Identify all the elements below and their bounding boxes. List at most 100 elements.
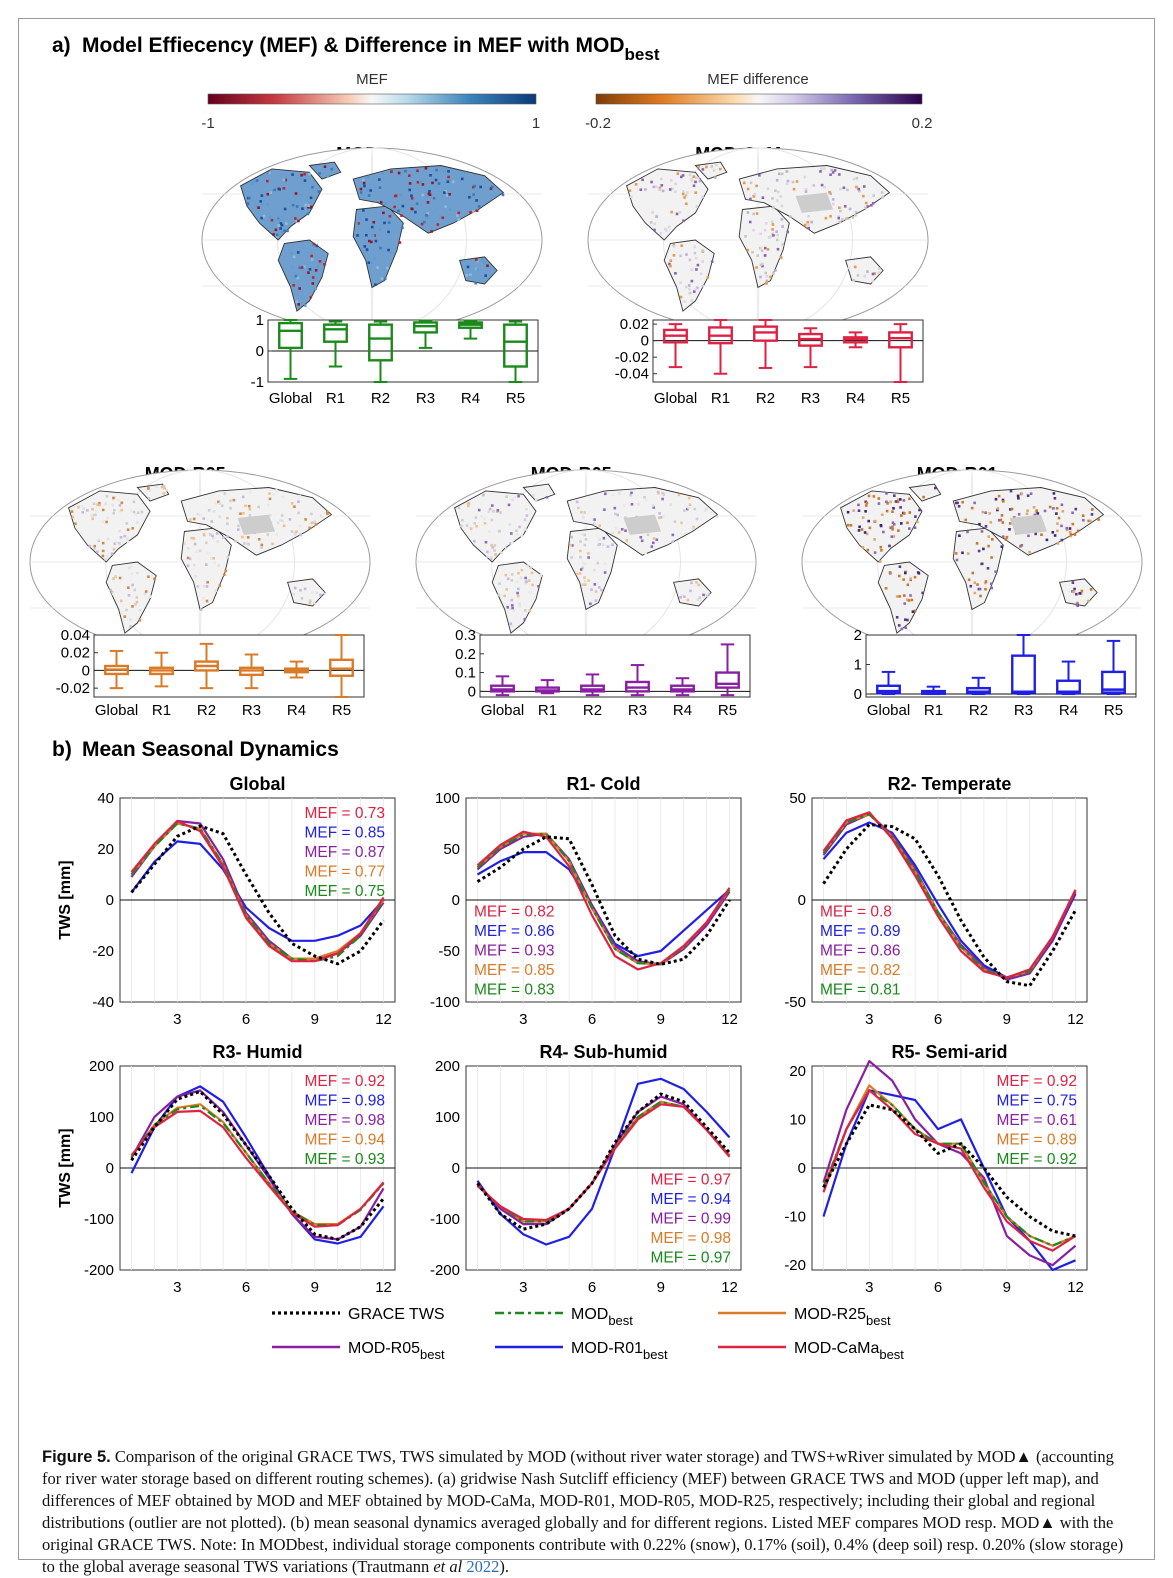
map-pixel [491,546,494,549]
map-pixel [613,506,617,510]
map-pixel [260,216,263,220]
chart-ytick-label: -10 [784,1209,806,1226]
map-pixel [589,602,592,606]
map-pixel [1087,599,1090,603]
series-line-r05 [130,1089,385,1241]
map-pixel [679,596,682,599]
map-pixel [685,202,688,206]
map-pixel [401,204,405,208]
map-pixel [380,277,384,280]
map-pixel [307,204,310,207]
map-pixel [624,516,627,519]
map-pixel [665,229,668,232]
map-pixel [696,263,700,267]
map-panel-r25: MOD-R25best0.040.020-0.02GlobalR1R2R3R4R… [29,464,371,719]
map-pixel [126,540,130,544]
map-pixel [693,507,696,511]
map-pixel [304,304,307,307]
map-pixel [1053,497,1057,500]
map-pixel [123,615,127,618]
map-pixel [955,558,959,562]
map-pixel [247,504,251,508]
map-pixel [903,602,906,605]
map-pixel [91,517,94,521]
map-pixel [1087,519,1090,523]
map-pixel [517,587,520,591]
map-pixel [688,173,692,177]
chart-xtick-label: 3 [173,1011,181,1028]
map-pixel [660,177,663,181]
series-line-r01 [130,840,385,942]
map-pixel [898,574,901,578]
map-pixel [379,246,382,250]
boxplot-ytick-label: 0 [82,662,90,679]
map-pixel [624,529,627,532]
map-pixel [973,591,977,595]
map-pixel [856,274,860,277]
map-pixel [866,548,870,552]
caption-year-link[interactable]: 2022 [466,1557,500,1576]
map-pixel [214,502,217,505]
map-pixel [579,540,582,543]
map-pixel [399,193,402,197]
map-pixel [895,595,899,598]
map-pixel [317,190,321,193]
map-pixel [670,210,673,214]
chart-xtick-label: 6 [934,1279,942,1296]
map-pixel [652,541,655,545]
boxplot-xtick-label: R5 [718,702,737,719]
boxplot-ytick-label: -0.04 [615,366,649,383]
map-pixel [703,509,707,512]
map-pixel [106,516,109,520]
map-pixel [891,528,894,531]
map-pixel [140,510,144,514]
map-pixel [115,540,118,544]
map-pixel [425,213,428,217]
map-pixel [393,205,396,209]
map-pixel [226,522,229,526]
map-pixel [74,522,77,525]
map-pixel [518,602,521,606]
map-pixel [873,538,876,541]
colorbar-diff: MEF difference -0.2 0.2 [585,71,932,132]
chart-title: R1- Cold [567,774,641,794]
map-pixel [365,233,368,237]
map-pixel [583,511,586,514]
map-pixel [689,589,692,593]
map-pixel [135,600,139,604]
map-pixel [298,287,301,290]
chart-xtick-label: 6 [588,1011,596,1028]
map-pixel [517,494,520,498]
map-pixel [504,573,508,577]
map-pixel [298,494,301,498]
map-pixel [511,541,514,545]
chart-ylabel: TWS [mm] [57,1128,74,1207]
map-pixel [597,586,601,589]
series-line-r01 [822,1089,1076,1272]
map-pixel [129,625,132,628]
map-pixel [309,196,313,200]
map-pixel [130,572,134,575]
series-line-mod_best [130,822,385,963]
caption-text: Comparison of the original GRACE TWS, TW… [42,1447,1124,1576]
map-pixel [250,182,254,185]
map-pixel [378,228,382,231]
map-pixel [468,195,471,199]
map-pixel [1071,522,1075,526]
chart-xtick-label: 9 [311,1279,319,1296]
map-pixel [617,531,621,534]
figure-caption: Figure 5. Comparison of the original GRA… [42,1446,1132,1578]
map-pixel [318,172,321,175]
map-pixel [661,497,664,501]
map-pixel [310,258,314,261]
map-pixel [688,258,692,262]
map-pixel [877,271,881,274]
boxplot-box [876,684,901,695]
map-pixel [125,608,128,612]
map-pixel [601,543,605,546]
map-pixel [292,284,295,287]
map-pixel [894,500,898,503]
map-pixel [515,580,519,583]
map-pixel [569,543,572,547]
map-pixel [474,516,478,519]
